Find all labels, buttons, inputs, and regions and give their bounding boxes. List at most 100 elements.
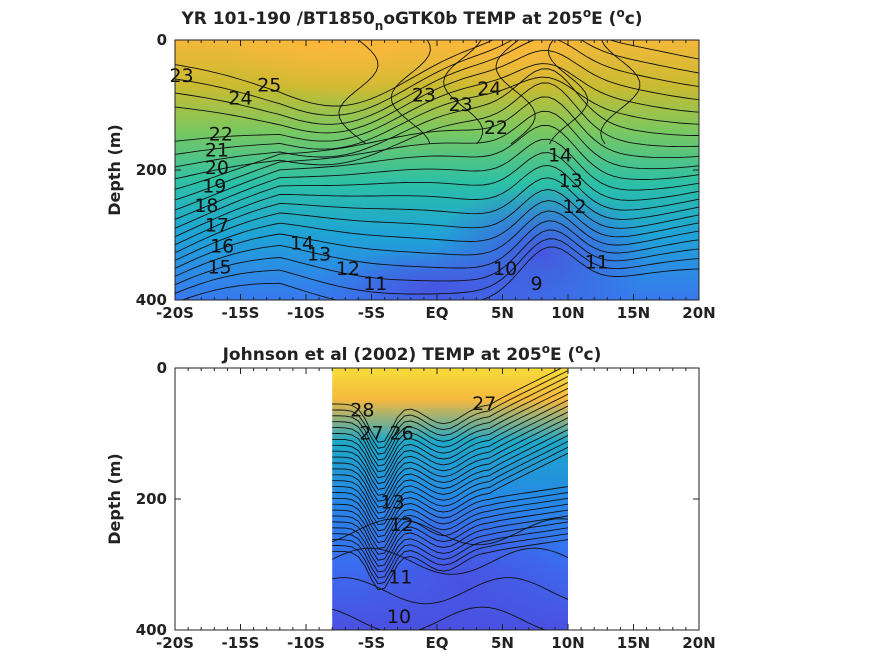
- contour-line: [332, 577, 569, 605]
- contour-label: 21: [205, 140, 229, 162]
- contour-label: 28: [350, 400, 374, 422]
- title-part: o: [583, 6, 591, 20]
- x-tick-label: -15S: [222, 304, 260, 322]
- contour-line: [547, 40, 588, 145]
- contour-label: 16: [210, 236, 234, 258]
- y-tick-label: 200: [136, 490, 167, 508]
- contour-label: 14: [548, 145, 572, 167]
- contour-line: [332, 411, 569, 490]
- y-tick-label: 400: [136, 621, 167, 639]
- contour-label: 27: [472, 393, 496, 415]
- contour-line: [332, 515, 569, 567]
- contour-lines: [332, 368, 569, 630]
- contour-line: [175, 96, 699, 190]
- contour-line: [332, 452, 569, 532]
- y-tick-label: 0: [157, 359, 167, 377]
- contour-label: 12: [336, 258, 360, 280]
- title-part: o: [575, 342, 583, 356]
- contour-line: [332, 492, 569, 543]
- contour-line: [175, 138, 699, 220]
- y-tick-label: 0: [157, 31, 167, 49]
- contour-label: 11: [585, 251, 609, 273]
- contour-label: 10: [387, 606, 411, 628]
- contour-line: [332, 376, 569, 455]
- contour-line: [175, 124, 699, 211]
- contour-line: [332, 486, 569, 538]
- title-part: oGTK0b TEMP at 205: [383, 9, 583, 29]
- x-axis: -20S -15S -10S -5S EQ 5N 10N 15N 20N: [156, 368, 716, 652]
- contour-line: [332, 405, 569, 485]
- contour-line: [332, 446, 569, 526]
- contour-line: [175, 68, 699, 168]
- contour-line: [175, 165, 699, 238]
- y-axis-label: Depth (m): [105, 453, 124, 545]
- y-tick-label: 400: [136, 291, 167, 309]
- x-axis: -20S -15S -10S -5S EQ 5N 10N 15N 20N: [156, 40, 716, 322]
- contour-line: [175, 110, 699, 201]
- contour-label: 17: [205, 214, 229, 236]
- y-axis: 0 200 400: [136, 31, 699, 309]
- x-tick-label: 5N: [491, 634, 514, 652]
- contour-lines: [175, 40, 699, 300]
- contour-line: [332, 387, 569, 467]
- x-tick-label: 20N: [682, 304, 715, 322]
- contour-line: [332, 518, 569, 546]
- contour-line: [332, 370, 569, 449]
- contour-line: [332, 435, 569, 514]
- contour-label: 23: [169, 65, 193, 87]
- contour-line: [338, 40, 379, 145]
- chart-title: YR 101-190 /BT1850noGTK0b TEMP at 205oE …: [180, 6, 642, 33]
- contour-line: [332, 417, 569, 496]
- contour-label: 25: [257, 75, 281, 97]
- title-part: n: [375, 19, 384, 33]
- contour-line: [332, 440, 569, 520]
- contour-label: 24: [228, 88, 252, 110]
- contour-label: 12: [390, 514, 414, 536]
- title-part: o: [616, 6, 624, 20]
- contour-line: [332, 547, 569, 575]
- x-tick-label: -10S: [287, 634, 325, 652]
- contour-label: 12: [562, 196, 586, 218]
- contour-label: 13: [559, 170, 583, 192]
- contour-line: [175, 220, 699, 277]
- contour-label: 23: [412, 84, 436, 106]
- contour-label: 20: [205, 157, 229, 179]
- contour-line: [443, 40, 484, 145]
- contour-line: [332, 429, 569, 508]
- contour-line: [175, 200, 699, 261]
- contour-line: [332, 503, 569, 555]
- contour-line: [332, 399, 569, 479]
- contour-line: [495, 40, 536, 145]
- contour-label: 23: [448, 94, 472, 116]
- x-tick-label: 10N: [551, 634, 584, 652]
- contour-line: [175, 40, 699, 116]
- contour-line: [175, 189, 699, 254]
- contour-line: [332, 381, 569, 461]
- contour-line: [332, 521, 569, 573]
- contour-line: [175, 40, 699, 125]
- x-tick-label: 10N: [551, 304, 584, 322]
- contour-label: 22: [209, 123, 233, 145]
- contour-line: [332, 497, 569, 549]
- x-tick-label: -5S: [358, 634, 385, 652]
- contour-line: [332, 509, 569, 561]
- contour-line: [332, 423, 569, 502]
- contour-line: [175, 50, 699, 134]
- contour-line: [175, 177, 699, 246]
- contour-line: [175, 63, 699, 142]
- contour-label: 14: [290, 232, 314, 254]
- contour-label: 13: [380, 491, 404, 513]
- contour-line: [332, 533, 569, 585]
- contour-line: [332, 539, 569, 591]
- contour-line: [175, 238, 699, 295]
- contour-line: [175, 152, 699, 229]
- title-part: c): [584, 345, 602, 365]
- contour-line: [175, 82, 699, 180]
- contour-label: 22: [484, 117, 508, 139]
- contour-line: [175, 76, 699, 155]
- x-tick-label: 5N: [491, 304, 514, 322]
- x-tick-label: -15S: [222, 634, 260, 652]
